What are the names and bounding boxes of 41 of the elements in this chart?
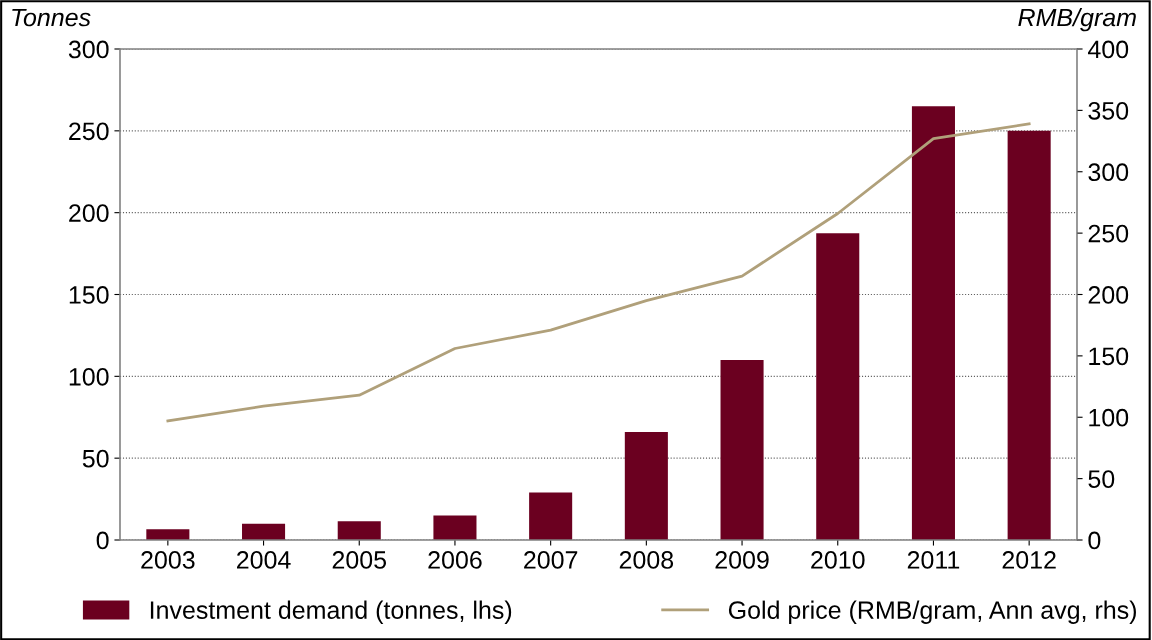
y-tick-label: 50 — [82, 449, 109, 468]
x-tick-label: 2004 — [237, 551, 291, 569]
x-tick-label: 2011 — [907, 551, 960, 569]
y-tick-label: 250 — [69, 122, 109, 141]
x-tick-label: 2012 — [1002, 551, 1056, 569]
bar — [529, 492, 573, 540]
x-tick-label: 2006 — [428, 551, 482, 569]
bar — [433, 515, 477, 540]
y2-tick-label: 150 — [1089, 347, 1129, 366]
y2-tick-label: 300 — [1088, 163, 1129, 182]
y-axis-title: Tonnes — [12, 8, 91, 27]
line-series — [166, 122, 1031, 423]
x-tick-label: 2005 — [332, 551, 387, 569]
y2-tick-label: 400 — [1087, 40, 1129, 59]
y-tick-label: 200 — [69, 204, 109, 222]
y-tick-label: 100 — [69, 367, 109, 386]
x-tick-label: 2009 — [715, 551, 769, 569]
bar — [911, 106, 955, 540]
bar — [720, 359, 764, 540]
y2-tick-label: 0 — [1088, 531, 1101, 550]
bar — [624, 431, 668, 540]
y2-tick-label: 200 — [1088, 286, 1129, 304]
legend-label: Investment demand (tonnes, lhs) — [150, 600, 512, 624]
y2-tick-label: 100 — [1089, 408, 1129, 427]
bar — [1007, 130, 1051, 540]
bar — [242, 523, 286, 540]
x-tick-label: 2003 — [141, 551, 195, 569]
y2-tick-label: 50 — [1088, 470, 1115, 488]
legend-label: Gold price (RMB/gram, Ann avg, rhs) — [728, 600, 1136, 624]
y2-tick-label: 350 — [1088, 101, 1129, 120]
y-tick-label: 150 — [69, 286, 109, 304]
x-tick-label: 2007 — [524, 551, 578, 569]
bar — [816, 233, 860, 540]
x-tick-label: 2010 — [811, 551, 865, 569]
y2-tick-label: 250 — [1088, 224, 1129, 243]
y-tick-label: 0 — [96, 531, 109, 550]
bar — [146, 529, 190, 540]
bar — [337, 521, 381, 540]
y2-axis-title: RMB/gram — [1018, 8, 1136, 32]
x-tick-label: 2008 — [619, 551, 674, 569]
y-tick-label: 300 — [68, 40, 109, 59]
